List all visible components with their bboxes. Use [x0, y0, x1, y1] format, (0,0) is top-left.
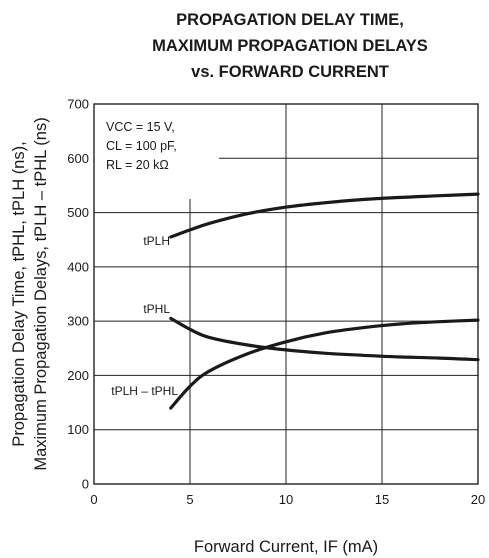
- condition-cl: CL = 100 pF,: [106, 139, 177, 153]
- x-tick-label: 0: [90, 492, 97, 507]
- plot-frame: [93, 103, 479, 485]
- series-line-tplh: [169, 192, 480, 239]
- series-label-tplh: tPLH: [143, 234, 170, 248]
- series-label-tphl: tPHL: [143, 302, 170, 316]
- x-tick-label: 15: [375, 492, 389, 507]
- series-line-difference: [169, 318, 480, 410]
- y-tick-label: 200: [67, 368, 89, 383]
- conditions-background: [97, 107, 219, 187]
- gridlines: [94, 104, 478, 484]
- y-axis-label-line-1: Propagation Delay Time, tPHL, tPLH (ns),: [10, 141, 28, 446]
- condition-rl: RL = 20 kΩ: [106, 158, 169, 172]
- chart-title-line-1: PROPAGATION DELAY TIME,: [176, 11, 404, 29]
- series-label-difference: tPLH – tPHL: [111, 384, 178, 398]
- y-tick-label: 500: [67, 205, 89, 220]
- series-line-tphl: [169, 316, 480, 362]
- chart-title-line-3: vs. FORWARD CURRENT: [191, 63, 389, 81]
- y-tick-label: 100: [67, 422, 89, 437]
- condition-vcc: VCC = 15 V,: [106, 120, 175, 134]
- y-tick-label: 300: [67, 314, 89, 329]
- data-curves: [169, 192, 480, 410]
- y-tick-label: 600: [67, 151, 89, 166]
- x-tick-label: 20: [471, 492, 485, 507]
- x-tick-label: 5: [186, 492, 193, 507]
- chart-title: PROPAGATION DELAY TIME, MAXIMUM PROPAGAT…: [152, 11, 428, 81]
- chart-title-line-2: MAXIMUM PROPAGATION DELAYS: [152, 37, 428, 55]
- x-tick-label: 10: [279, 492, 293, 507]
- y-axis-label-line-2: Maximum Propagation Delays, tPLH – tPHL …: [32, 117, 50, 470]
- y-tick-label: 0: [82, 477, 89, 492]
- y-tick-label: 400: [67, 259, 89, 274]
- y-tick-label: 700: [67, 97, 89, 112]
- x-axis-label: Forward Current, IF (mA): [194, 538, 378, 556]
